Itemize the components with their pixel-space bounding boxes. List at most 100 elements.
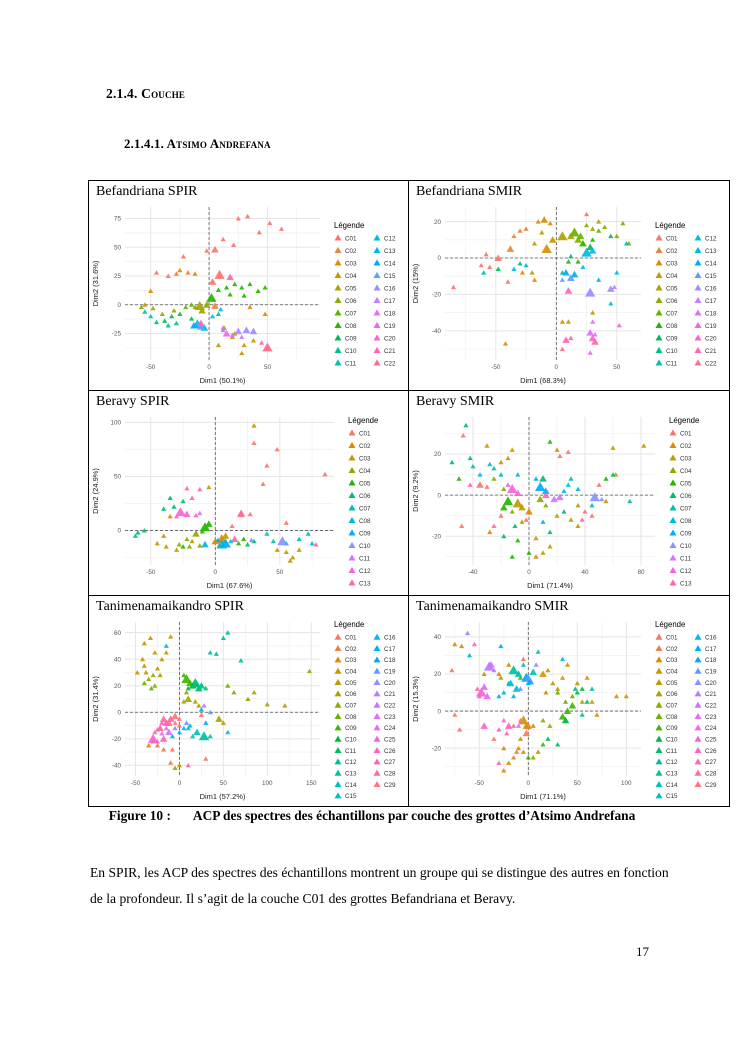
legend-item: C05: [655, 284, 678, 292]
data-point: [150, 672, 156, 678]
data-point: [474, 686, 480, 691]
data-point: [480, 722, 488, 729]
x-axis-label: Dim1 (71.4%): [527, 581, 573, 590]
legend-label: C05: [359, 480, 371, 487]
legend-marker-triangle-icon: [373, 246, 381, 253]
data-point: [471, 641, 477, 647]
data-point: [202, 301, 211, 308]
y-axis-label: Dim2 (15%): [411, 263, 420, 303]
legend-item: C16: [373, 633, 396, 642]
data-point: [548, 236, 557, 243]
data-point: [565, 319, 572, 324]
data-point: [562, 699, 569, 704]
data-point: [154, 665, 161, 671]
data-point: [583, 211, 590, 217]
data-point: [467, 482, 473, 487]
legend-marker-triangle-icon: [348, 504, 356, 511]
data-point: [161, 506, 167, 511]
legend-marker-triangle-icon: [348, 554, 356, 561]
data-point: [533, 476, 539, 481]
x-axis-label: Dim1 (67.6%): [207, 581, 253, 590]
data-point: [498, 472, 504, 477]
data-point: [554, 513, 560, 518]
legend-label: C20: [384, 335, 396, 342]
legend-marker-triangle-icon: [373, 679, 381, 686]
legend-marker-triangle-icon: [334, 359, 342, 366]
data-point: [229, 523, 235, 529]
legend-item: C04: [348, 466, 371, 475]
legend-marker-triangle-icon: [669, 441, 677, 448]
data-point: [262, 311, 268, 317]
data-point: [589, 686, 595, 691]
svg-text:0: 0: [527, 780, 531, 787]
svg-text:-50: -50: [491, 364, 501, 371]
data-point: [309, 540, 315, 546]
legend-item: C09: [348, 529, 371, 537]
data-point: [533, 662, 539, 667]
data-point: [561, 716, 570, 724]
legend-marker-triangle-icon: [373, 758, 381, 765]
legend-item: C06: [334, 296, 357, 305]
legend-marker-triangle-icon: [655, 284, 663, 291]
data-point: [232, 281, 238, 287]
data-point: [234, 327, 243, 335]
data-point: [555, 690, 561, 695]
svg-text:25: 25: [114, 273, 122, 280]
data-point: [247, 304, 253, 310]
data-point: [220, 538, 231, 548]
legend-label: C17: [705, 646, 717, 653]
legend-label: C02: [666, 646, 678, 653]
data-point: [496, 693, 502, 699]
legend-item: C15: [694, 271, 717, 280]
legend-label: C10: [680, 543, 692, 550]
data-point: [132, 533, 138, 538]
legend-item: C24: [694, 724, 717, 732]
data-point: [579, 699, 585, 704]
data-point: [587, 350, 593, 355]
data-point: [193, 680, 201, 688]
legend-item: C02: [655, 645, 678, 653]
legend-label: C21: [705, 348, 717, 355]
data-point: [470, 463, 476, 469]
legend-item: C06: [655, 296, 678, 305]
legend: Légende C01 C02 C03 C04 C05 C06 C07 C08 C09 C10 C11…: [669, 416, 699, 588]
data-point: [242, 326, 251, 334]
legend-label: C13: [345, 771, 357, 778]
data-point: [561, 488, 567, 494]
data-point: [498, 643, 504, 649]
legend-marker-triangle-icon: [334, 633, 342, 640]
legend-label: C23: [384, 714, 396, 721]
data-point: [611, 284, 617, 290]
data-point: [306, 668, 313, 674]
legend-marker-triangle-icon: [334, 309, 342, 316]
data-point: [498, 513, 504, 518]
legend-item: C23: [694, 713, 717, 721]
legend-label: C06: [666, 691, 678, 698]
data-point: [183, 689, 190, 695]
svg-text:40: 40: [434, 634, 442, 641]
svg-text:20: 20: [114, 683, 122, 690]
svg-text:0: 0: [117, 302, 121, 309]
legend-marker-triangle-icon: [655, 633, 663, 640]
legend-item: C08: [655, 713, 678, 721]
data-point: [174, 513, 180, 519]
legend-label: C19: [384, 323, 396, 330]
legend-label: C18: [384, 310, 396, 317]
legend-label: C12: [705, 235, 717, 242]
data-point: [305, 531, 311, 536]
data-point: [583, 222, 590, 228]
x-axis-label: Dim1 (71.1%): [520, 792, 566, 801]
data-point: [169, 746, 176, 752]
legend-label: C01: [680, 430, 692, 437]
legend-item: C22: [373, 701, 396, 710]
legend-marker-triangle-icon: [694, 758, 702, 765]
legend-item: C03: [669, 454, 692, 462]
data-point: [159, 720, 165, 725]
legend-marker-triangle-icon: [655, 667, 663, 674]
data-point: [207, 733, 213, 739]
legend-item: C04: [334, 271, 357, 280]
data-point: [517, 736, 524, 741]
legend-marker-triangle-icon: [348, 491, 356, 498]
data-point: [204, 248, 210, 253]
panel-tanimenamaikandro-smir: Tanimenamaikandro SMIR -50 0 50 100 -20 0 20 40…: [409, 596, 729, 806]
